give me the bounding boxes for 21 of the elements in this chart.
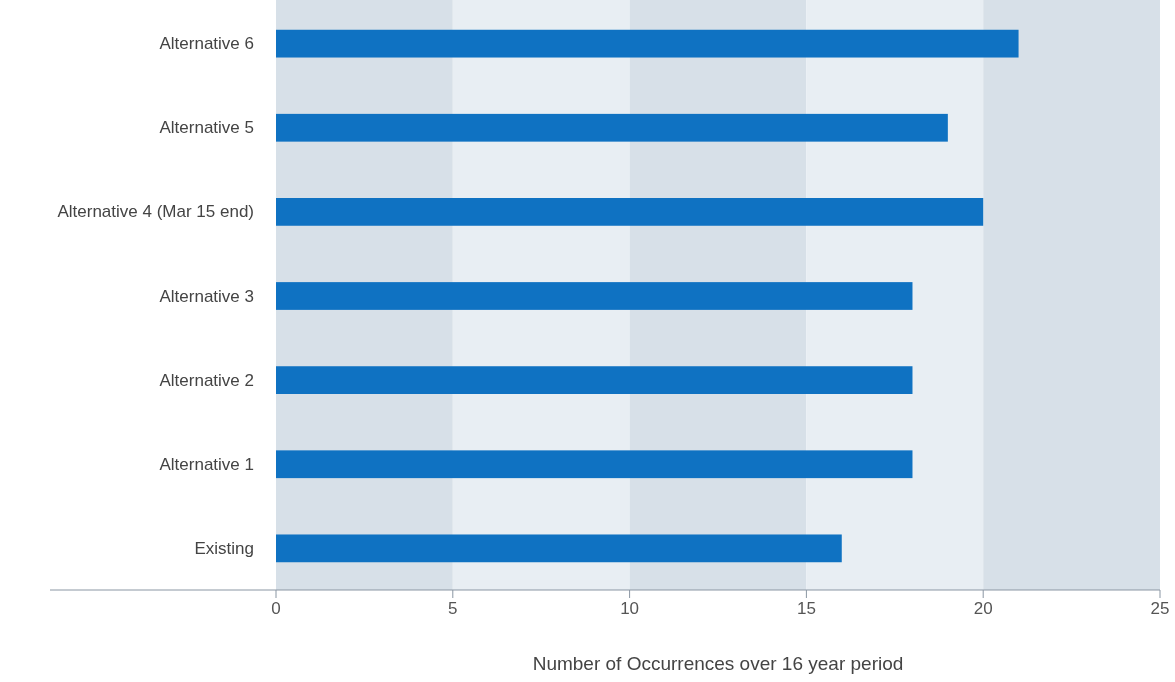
- y-tick-label: Existing: [194, 538, 254, 558]
- x-axis-title: Number of Occurrences over 16 year period: [532, 653, 904, 674]
- bar: [276, 534, 842, 563]
- y-tick-label: Alternative 5: [159, 118, 254, 138]
- y-tick-label: Alternative 3: [159, 286, 254, 306]
- x-tick-label: 10: [620, 599, 640, 618]
- bar: [276, 113, 948, 142]
- y-tick-label: Alternative 6: [159, 34, 254, 54]
- y-tick-label: Alternative 4 (Mar 15 end): [57, 202, 254, 222]
- x-tick-label: 20: [973, 599, 993, 618]
- bar: [276, 198, 984, 226]
- x-tick-label: 25: [1150, 599, 1170, 618]
- bar: [276, 29, 1019, 58]
- bar: [276, 450, 913, 479]
- x-tick-label: 5: [448, 599, 458, 618]
- x-tick-label: 15: [796, 599, 816, 618]
- bar: [276, 366, 913, 394]
- bar: [276, 282, 913, 310]
- y-tick-label: Alternative 1: [159, 454, 254, 474]
- y-tick-label: Alternative 2: [159, 370, 254, 390]
- x-tick-label: 0: [271, 599, 281, 618]
